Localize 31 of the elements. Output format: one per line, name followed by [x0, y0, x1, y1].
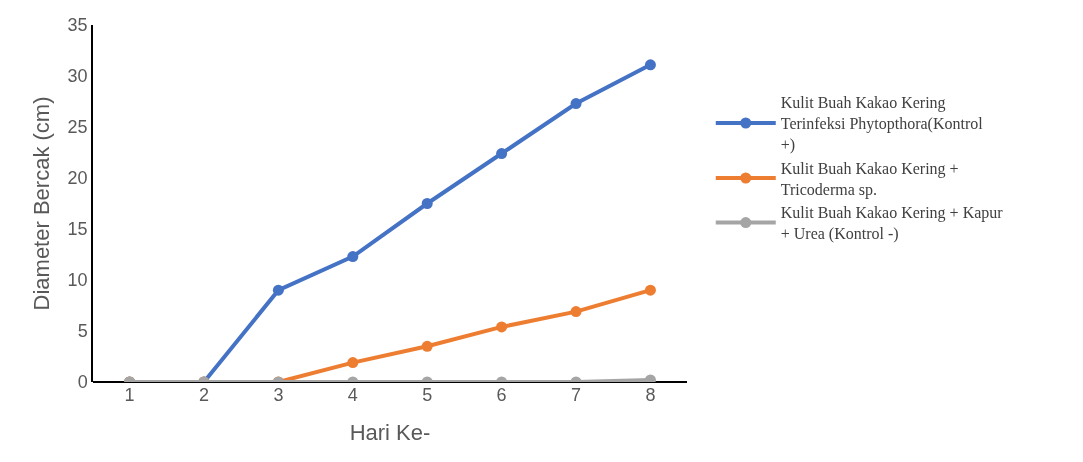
x-tick-label: 3 [273, 385, 284, 405]
y-tick-label: 10 [67, 270, 88, 291]
y-tick-label: 25 [67, 117, 88, 138]
point [570, 98, 582, 110]
y-tick-label: 15 [67, 219, 88, 240]
y-tick-label: 30 [67, 66, 88, 87]
y-axis-title: Diameter Bercak (cm) [28, 96, 54, 311]
legend-label: Kulit Buah Kakao Kering + Tricoderma sp. [780, 159, 959, 199]
x-tick-label: 2 [198, 385, 209, 405]
point [496, 148, 508, 160]
legend-label: Kulit Buah Kakao Kering + Kapur + Urea (Kontrol -) [780, 204, 1004, 244]
point [644, 284, 656, 296]
y-tick-label: 5 [77, 321, 88, 342]
x-tick-label: 4 [347, 385, 358, 405]
x-tick-label: 7 [571, 385, 582, 405]
point [347, 251, 359, 263]
y-tick-label: 0 [77, 372, 88, 393]
x-tick-label: 1 [124, 385, 135, 405]
legend-label: Kulit Buah Kakao Kering Terinfeksi Phytopthora(Kontrol +) [780, 94, 984, 155]
point [421, 198, 433, 209]
y-tick-label: 20 [67, 168, 88, 189]
point [496, 321, 508, 333]
point [272, 284, 284, 296]
point [644, 59, 656, 71]
point [421, 340, 433, 352]
x-tick-label: 5 [422, 385, 433, 405]
x-tick-label: 8 [645, 385, 656, 405]
x-tick-label: 6 [496, 385, 507, 405]
point [570, 306, 582, 318]
x-axis-title: Hari Ke- [349, 419, 431, 445]
y-tick-label: 35 [67, 15, 88, 36]
